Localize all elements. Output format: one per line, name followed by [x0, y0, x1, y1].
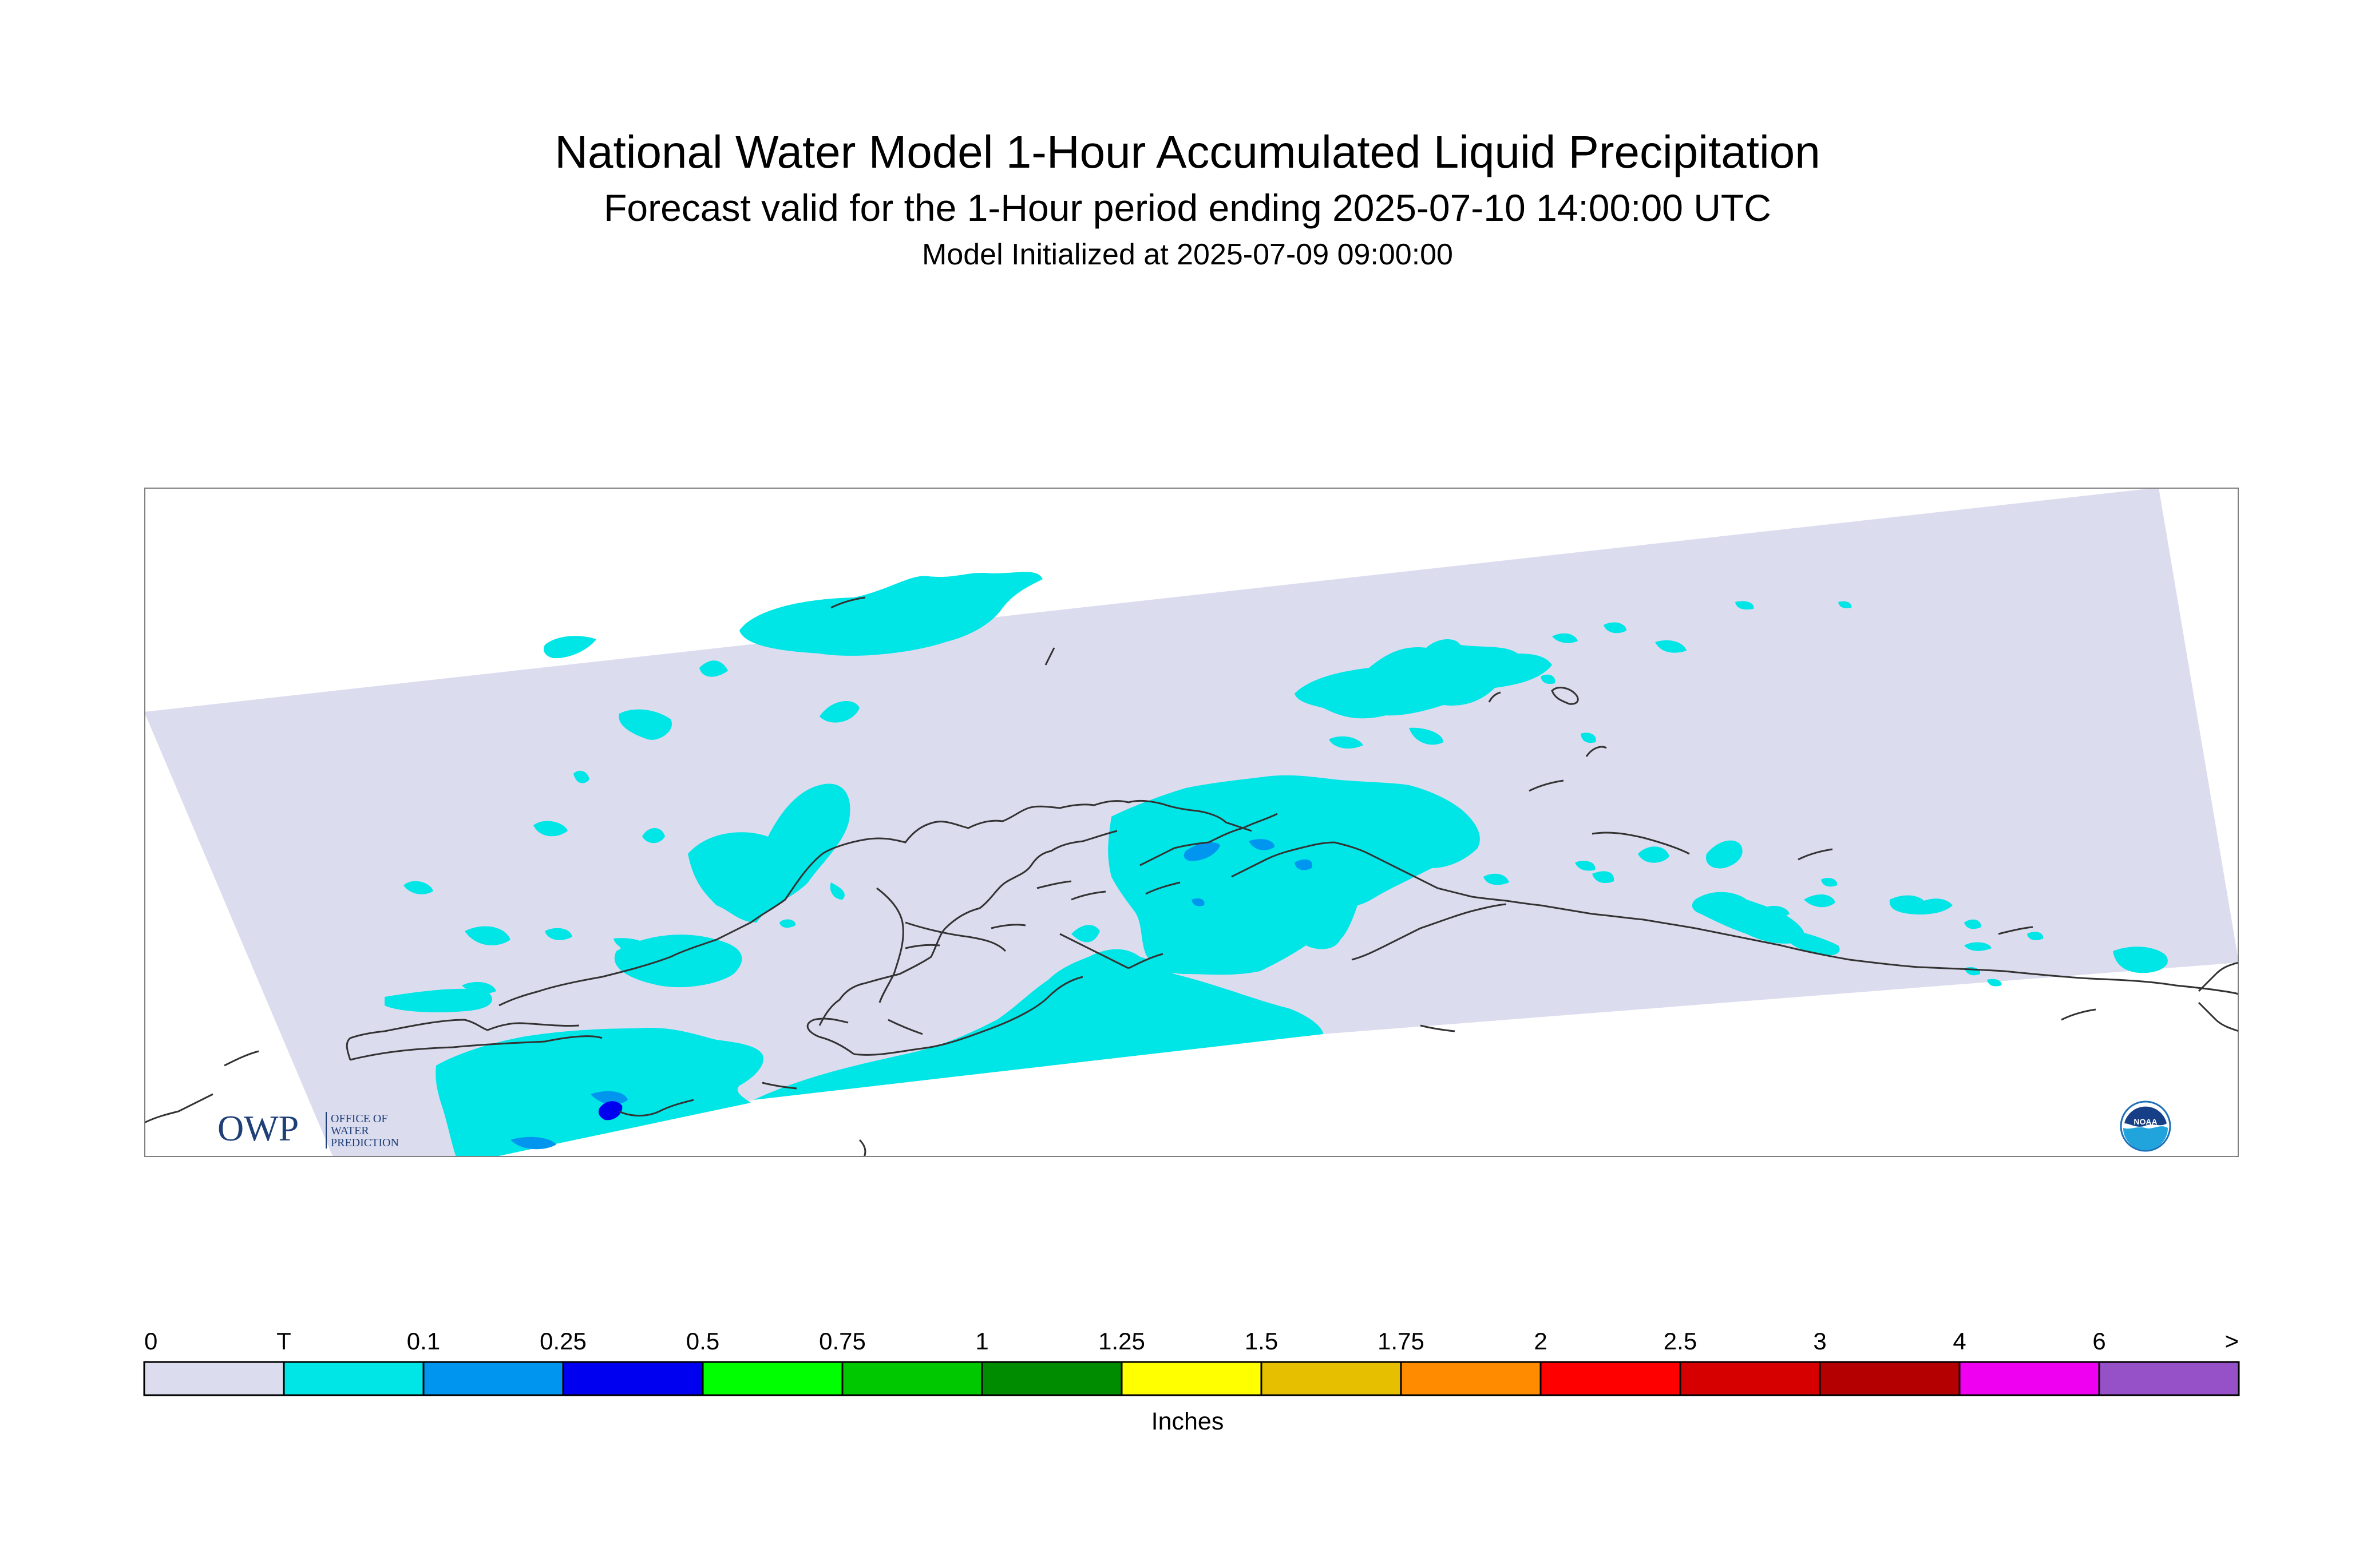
legend-swatch	[562, 1361, 704, 1396]
legend-swatch	[702, 1361, 844, 1396]
owp-logo: OWP OFFICE OF WATER PREDICTION	[217, 1107, 435, 1153]
legend-tick-label: 2	[1534, 1328, 1547, 1355]
map-title: National Water Model 1-Hour Accumulated …	[555, 126, 1820, 177]
legend-tick-label: T	[276, 1328, 291, 1355]
legend-swatch	[1539, 1361, 1681, 1396]
color-legend: 0 T 0.1 0.25 0.5 0.75 1 1.25 1.5 1.75 2 2.5 3 4 6 >	[143, 1310, 2240, 1436]
map-frame	[144, 488, 2239, 1157]
legend-swatch	[1958, 1361, 2100, 1396]
owp-logo-line-2: WATER	[331, 1124, 369, 1137]
legend-tick-label: 0.75	[819, 1328, 866, 1355]
legend-swatch	[1819, 1361, 1961, 1396]
precipitation-map	[144, 488, 2239, 1157]
legend-swatch	[1260, 1361, 1402, 1396]
legend-swatch	[283, 1361, 425, 1396]
legend-tick-label: 4	[1953, 1328, 1966, 1355]
owp-logo-text: OWP	[217, 1108, 299, 1149]
legend-tick-label: 1.5	[1245, 1328, 1278, 1355]
legend-swatch	[143, 1361, 285, 1396]
legend-swatch	[841, 1361, 983, 1396]
legend-units-label: Inches	[1151, 1408, 1224, 1435]
noaa-logo: NOAA	[2120, 1100, 2171, 1152]
legend-tick-label: 3	[1813, 1328, 1826, 1355]
legend-tick-label: >	[2224, 1328, 2239, 1355]
legend-tick-label: 0	[144, 1328, 157, 1355]
legend-tick-label: 1	[975, 1328, 988, 1355]
legend-swatch	[422, 1361, 564, 1396]
legend-swatch	[2098, 1361, 2240, 1396]
legend-swatch	[1679, 1361, 1821, 1396]
coastlines	[144, 596, 2239, 1157]
light-precip-areas	[510, 839, 1312, 1150]
moderate-precip-areas	[598, 1101, 623, 1120]
legend-tick-label: 0.5	[686, 1328, 719, 1355]
legend-tick-label: 2.5	[1664, 1328, 1697, 1355]
legend-tick-label: 6	[2092, 1328, 2105, 1355]
legend-tick-label: 1.25	[1098, 1328, 1145, 1355]
legend-swatch	[981, 1361, 1123, 1396]
legend-tick-label: 0.25	[540, 1328, 587, 1355]
owp-logo-line-3: PREDICTION	[331, 1137, 399, 1149]
noaa-logo-text: NOAA	[2133, 1117, 2157, 1126]
legend-swatch	[1121, 1361, 1262, 1396]
owp-logo-line-1: OFFICE OF	[331, 1112, 387, 1125]
model-init-line: Model Initialized at 2025-07-09 09:00:00	[922, 238, 1453, 271]
legend-tick-label: 0.1	[407, 1328, 440, 1355]
legend-swatch	[1400, 1361, 1542, 1396]
legend-tick-label: 1.75	[1378, 1328, 1424, 1355]
forecast-valid-subtitle: Forecast valid for the 1-Hour period end…	[604, 187, 1771, 229]
trace-precip-areas	[385, 572, 2168, 1157]
